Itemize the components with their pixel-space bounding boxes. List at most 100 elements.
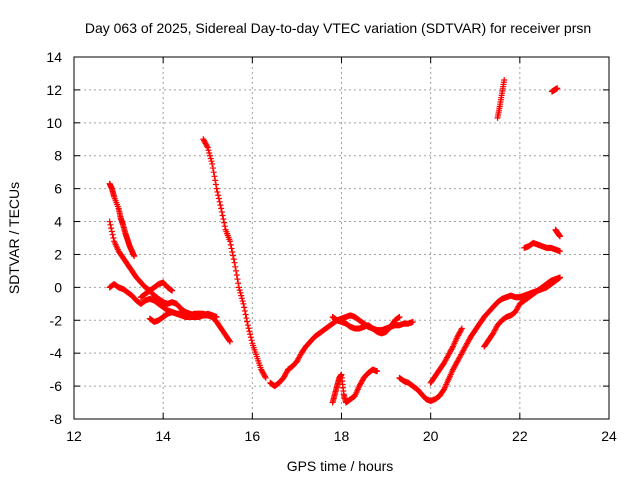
- data-point: [238, 292, 245, 299]
- y-tick-label: -8: [50, 411, 63, 427]
- data-point: [233, 272, 240, 279]
- series-s16: [548, 85, 561, 95]
- y-tick-label: 8: [54, 148, 62, 164]
- data-point: [374, 368, 381, 375]
- x-tick-label: 12: [66, 428, 82, 444]
- data-point: [210, 169, 217, 176]
- data-marks: [106, 77, 563, 406]
- data-point: [232, 267, 239, 274]
- data-point: [230, 256, 237, 263]
- data-point: [238, 295, 245, 302]
- data-point: [227, 338, 234, 345]
- data-point: [230, 252, 237, 259]
- data-point: [236, 287, 243, 294]
- y-tick-label: 10: [46, 115, 62, 131]
- data-point: [232, 263, 239, 270]
- data-point: [248, 337, 255, 344]
- data-point: [409, 318, 416, 325]
- y-tick-label: 14: [46, 49, 62, 65]
- data-point: [237, 289, 244, 296]
- y-tick-label: -6: [50, 378, 63, 394]
- data-point: [244, 318, 251, 325]
- data-point: [213, 313, 220, 320]
- data-point: [227, 238, 234, 245]
- series-s10: [396, 274, 563, 404]
- x-axis-label: GPS time / hours: [287, 458, 394, 474]
- data-point: [241, 307, 248, 314]
- data-point: [213, 185, 220, 192]
- data-point: [229, 248, 236, 255]
- data-point: [220, 216, 227, 223]
- data-point: [449, 344, 456, 351]
- data-point: [218, 208, 225, 215]
- data-point: [242, 311, 249, 318]
- series-s9: [329, 366, 381, 406]
- data-point: [262, 374, 269, 381]
- data-point: [206, 152, 213, 159]
- y-tick-label: 6: [54, 181, 62, 197]
- data-point: [209, 160, 216, 167]
- x-tick-label: 14: [155, 428, 171, 444]
- data-point: [205, 147, 212, 154]
- data-point: [131, 253, 138, 260]
- chart-title: Day 063 of 2025, Sidereal Day-to-day VTE…: [85, 20, 591, 36]
- data-point: [212, 181, 219, 188]
- data-point: [204, 144, 211, 151]
- series-s15: [494, 77, 508, 121]
- data-point: [219, 212, 226, 219]
- data-point: [244, 322, 251, 329]
- data-point: [458, 326, 465, 333]
- y-tick-label: 4: [54, 214, 62, 230]
- y-tick-label: 0: [54, 279, 62, 295]
- data-point: [218, 205, 225, 212]
- data-point: [212, 177, 219, 184]
- data-point: [110, 235, 117, 241]
- data-point: [234, 276, 241, 283]
- data-point: [556, 248, 563, 255]
- x-tick-label: 18: [334, 428, 350, 444]
- x-tick-label: 22: [512, 428, 528, 444]
- data-point: [458, 325, 465, 332]
- data-point: [556, 274, 563, 281]
- data-point: [209, 165, 216, 172]
- series-s5: [146, 309, 220, 325]
- data-point: [108, 228, 115, 235]
- data-point: [217, 202, 224, 209]
- data-point: [226, 337, 233, 344]
- data-point: [204, 143, 211, 150]
- data-point: [501, 77, 508, 84]
- data-point: [208, 158, 215, 165]
- data-point: [227, 241, 234, 248]
- data-point: [247, 334, 254, 341]
- data-point: [216, 198, 223, 205]
- data-point: [231, 259, 238, 266]
- data-point: [261, 373, 268, 380]
- series-s12: [481, 274, 563, 350]
- data-point: [235, 284, 242, 291]
- data-point: [246, 328, 253, 335]
- data-point: [206, 149, 213, 156]
- data-point: [556, 233, 563, 240]
- series-s6: [200, 136, 269, 381]
- y-tick-label: -2: [50, 312, 63, 328]
- data-point: [207, 155, 214, 162]
- data-point: [215, 195, 222, 202]
- y-axis-label: SDTVAR / TECUs: [6, 182, 22, 294]
- data-point: [239, 298, 246, 305]
- data-point: [211, 173, 218, 180]
- series-s13: [521, 239, 563, 255]
- series-s14: [552, 226, 563, 240]
- y-tick-label: 2: [54, 246, 62, 262]
- x-tick-label: 20: [423, 428, 439, 444]
- data-point: [109, 231, 116, 238]
- series-s2: [106, 180, 138, 260]
- y-tick-label: 12: [46, 82, 62, 98]
- data-point: [245, 325, 252, 332]
- data-point: [396, 313, 403, 320]
- data-point: [241, 304, 248, 311]
- series-s11: [427, 325, 465, 386]
- gridlines: [74, 57, 609, 419]
- data-point: [235, 280, 242, 287]
- data-point: [108, 225, 115, 232]
